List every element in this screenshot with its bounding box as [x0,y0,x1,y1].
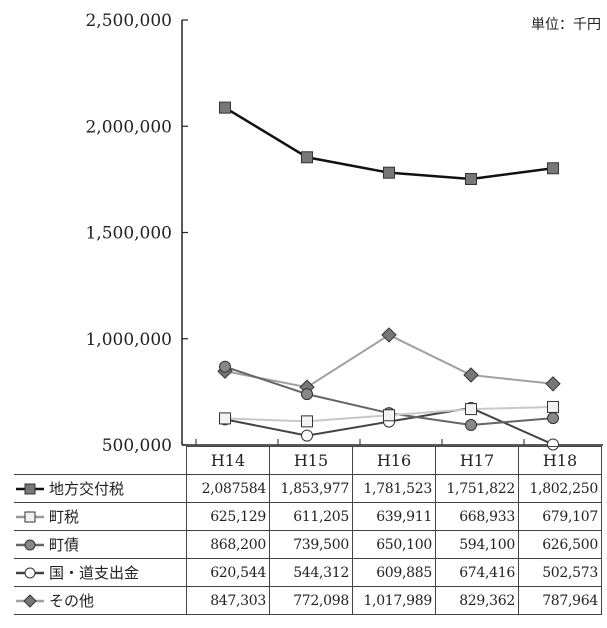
data-point [219,101,231,114]
unit-label: 単位：千円 [531,17,601,33]
y-tick-label: 1,500,000 [85,224,172,244]
data-point [465,403,477,416]
legend-entry: 町税 [14,502,187,531]
legend-label: 国・道支出金 [49,564,140,582]
table-row: 国・道支出金 620,544 544,312 609,885 674,416 502,57… [14,558,602,587]
table-cell: 502,573 [518,558,602,587]
table-cell: 1,853,977 [269,474,353,503]
table-cell: 1,751,822 [435,474,519,503]
data-point [547,400,559,413]
table-cell: 868,200 [186,530,270,559]
table-corner [14,446,187,475]
legend-marker-icon [16,539,44,550]
x-tick-label: H14 [186,446,270,475]
table-cell: 620,544 [186,558,270,587]
data-point [301,415,313,428]
table-cell: 739,500 [269,530,353,559]
table-row: 町債 868,200 739,500 650,100 594,100 626,500 [14,530,602,559]
table-row: その他 847,303 772,098 1,017,989 829,362 787,964 [14,586,602,615]
legend-label: その他 [49,592,95,610]
data-point [301,429,313,442]
data-point [301,151,313,164]
table-cell: 1,781,523 [352,474,436,503]
legend-entry: 地方交付税 [14,474,187,503]
table-cell: 594,100 [435,530,519,559]
legend-label: 町税 [49,508,80,526]
data-point [219,360,231,373]
legend-marker-icon [16,593,44,608]
y-tick-label: 1,000,000 [85,330,172,350]
data-point [301,388,313,401]
data-point [383,166,395,179]
data-point [547,162,559,175]
data-point [381,327,397,343]
data-point [547,412,559,425]
table-cell: 650,100 [352,530,436,559]
table-cell: 1,017,989 [352,586,436,615]
table-cell: 679,107 [518,502,602,531]
legend-marker-icon [16,483,44,494]
table-row: 地方交付税 2,087584 1,853,977 1,781,523 1,751,822… [14,474,602,503]
table-cell: 544,312 [269,558,353,587]
table-cell: 1,802,250 [518,474,602,503]
data-point [383,409,395,422]
legend-entry: 国・道支出金 [14,558,187,587]
legend-label: 町債 [49,536,80,554]
x-tick-label: H18 [518,446,602,475]
table-row: 町税 625,129 611,205 639,911 668,933 679,107 [14,502,602,531]
table-cell: 829,362 [435,586,519,615]
table-header-row: H14 H15 H16 H17 H18 [14,446,602,475]
legend-entry: 町債 [14,530,187,559]
y-tick-label: 2,500,000 [85,11,172,31]
data-point [465,419,477,432]
data-table: H14 H15 H16 H17 H18 地方交付税 2,087584 1,853,977 1,7… [14,446,602,615]
legend-marker-icon [16,567,44,578]
data-point [463,367,479,383]
table-cell: 639,911 [352,502,436,531]
table-cell: 787,964 [518,586,602,615]
legend-entry: その他 [14,586,187,615]
table-cell: 674,416 [435,558,519,587]
data-point [545,376,561,392]
table-cell: 609,885 [352,558,436,587]
table-cell: 847,303 [186,586,270,615]
table-cell: 2,087584 [186,474,270,503]
table-cell: 625,129 [186,502,270,531]
series-line [224,333,554,389]
x-tick-label: H16 [352,446,436,475]
table-cell: 626,500 [518,530,602,559]
x-tick-label: H15 [269,446,353,475]
y-tick-label: 2,000,000 [85,117,172,137]
legend-marker-icon [16,511,44,522]
x-tick-label: H17 [435,446,519,475]
data-point [465,172,477,185]
table-cell: 611,205 [269,502,353,531]
table-cell: 668,933 [435,502,519,531]
data-point [219,412,231,425]
legend-label: 地方交付税 [49,480,125,498]
table-cell: 772,098 [269,586,353,615]
